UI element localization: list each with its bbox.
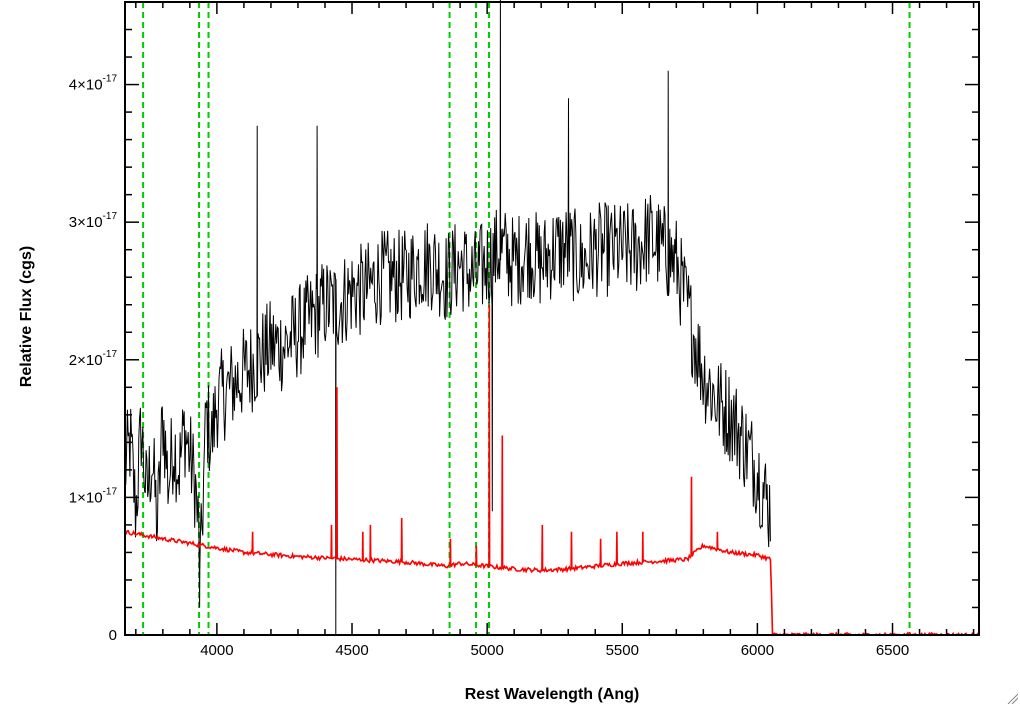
- emission-line-markers: [142, 2, 911, 635]
- x-axis-ticks: 4000 4500 5000 5500 6000 6500: [135, 2, 975, 659]
- observed-spectrum-line: [124, 0, 771, 636]
- y-tick-label: 3×10-17: [69, 211, 118, 231]
- x-tick-label: 5500: [606, 642, 639, 659]
- x-axis-label: Rest Wavelength (Ang): [465, 686, 640, 703]
- y-tick-label: 0: [109, 627, 117, 644]
- spectrum-series: [124, 0, 980, 637]
- y-axis-label: Relative Flux (cgs): [18, 246, 35, 387]
- x-tick-label: 4000: [200, 642, 233, 659]
- model-spectrum-line: [124, 304, 980, 637]
- y-axis-ticks: 0 1×10-17 2×10-17 3×10-17 4×10-17: [69, 1, 979, 644]
- y-tick-label: 2×10-17: [69, 349, 118, 369]
- y-tick-label: 1×10-17: [69, 486, 118, 506]
- x-tick-label: 4500: [335, 642, 368, 659]
- y-tick-label: 4×10-17: [69, 74, 118, 94]
- resize-grip-icon[interactable]: [1006, 692, 1018, 704]
- x-tick-label: 6500: [876, 642, 909, 659]
- plot-frame: [124, 1, 980, 636]
- x-tick-label: 5000: [470, 642, 503, 659]
- x-tick-label: 6000: [741, 642, 774, 659]
